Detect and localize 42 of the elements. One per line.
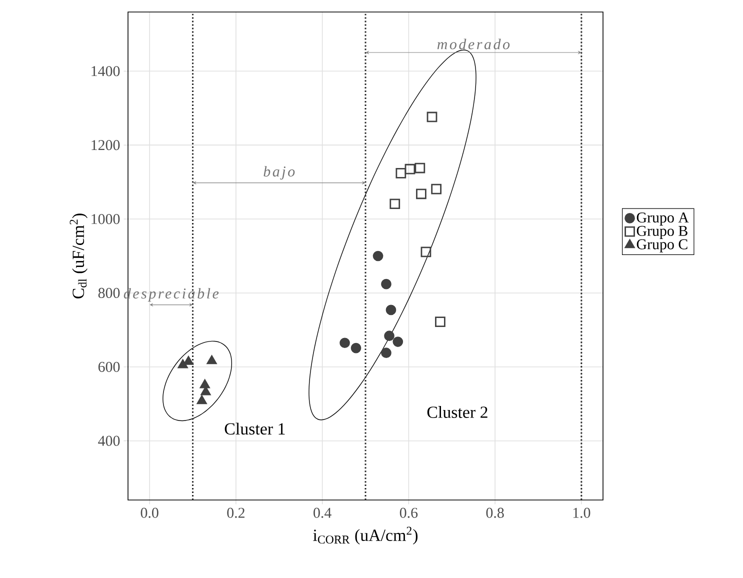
annotation: Cluster 2	[427, 406, 488, 418]
point	[416, 188, 426, 200]
annotation: moderado	[437, 38, 510, 50]
point	[390, 198, 400, 210]
legend-label: Grupo A	[636, 212, 689, 226]
y-tick-label: 400	[98, 436, 120, 446]
y-tick-label: 1200	[92, 140, 120, 150]
point	[206, 355, 217, 364]
point	[200, 379, 210, 388]
x-tick-label: 0.2	[227, 508, 244, 518]
point	[431, 184, 442, 194]
point	[426, 112, 438, 122]
point	[386, 304, 396, 316]
point	[350, 342, 362, 354]
legend-label: Grupo B	[636, 226, 688, 239]
y-tick-label: 1400	[92, 66, 120, 76]
point	[183, 356, 194, 365]
x-tick-label: 0.6	[400, 508, 418, 518]
point	[196, 395, 207, 404]
y-axis-title: C$_{dl}$ (uF/cm$^{2}$)	[70, 214, 88, 298]
x-tick-label: 1.0	[573, 508, 590, 518]
x-tick-label: 0.0	[140, 508, 158, 518]
point	[404, 164, 416, 174]
x-tick-label: 0.8	[486, 508, 504, 518]
point	[381, 348, 392, 358]
point	[384, 330, 394, 342]
y-tick-label: 600	[98, 362, 120, 372]
point	[435, 316, 446, 327]
y-tick-label: 800	[98, 288, 120, 298]
x-axis-title: i$_{CORR}$ (uA/cm$^{2}$)	[313, 526, 418, 544]
point	[396, 168, 406, 178]
legend-label: Grupo C	[636, 239, 688, 252]
point	[414, 162, 426, 174]
point	[340, 338, 350, 348]
point	[372, 250, 384, 262]
point	[392, 336, 404, 347]
point	[420, 246, 432, 258]
point	[381, 278, 392, 290]
y-tick-label: 1000	[92, 214, 120, 224]
annotation: bajo	[264, 166, 295, 180]
annotation: Cluster 1	[224, 422, 285, 435]
x-tick-label: 0.4	[314, 508, 332, 518]
